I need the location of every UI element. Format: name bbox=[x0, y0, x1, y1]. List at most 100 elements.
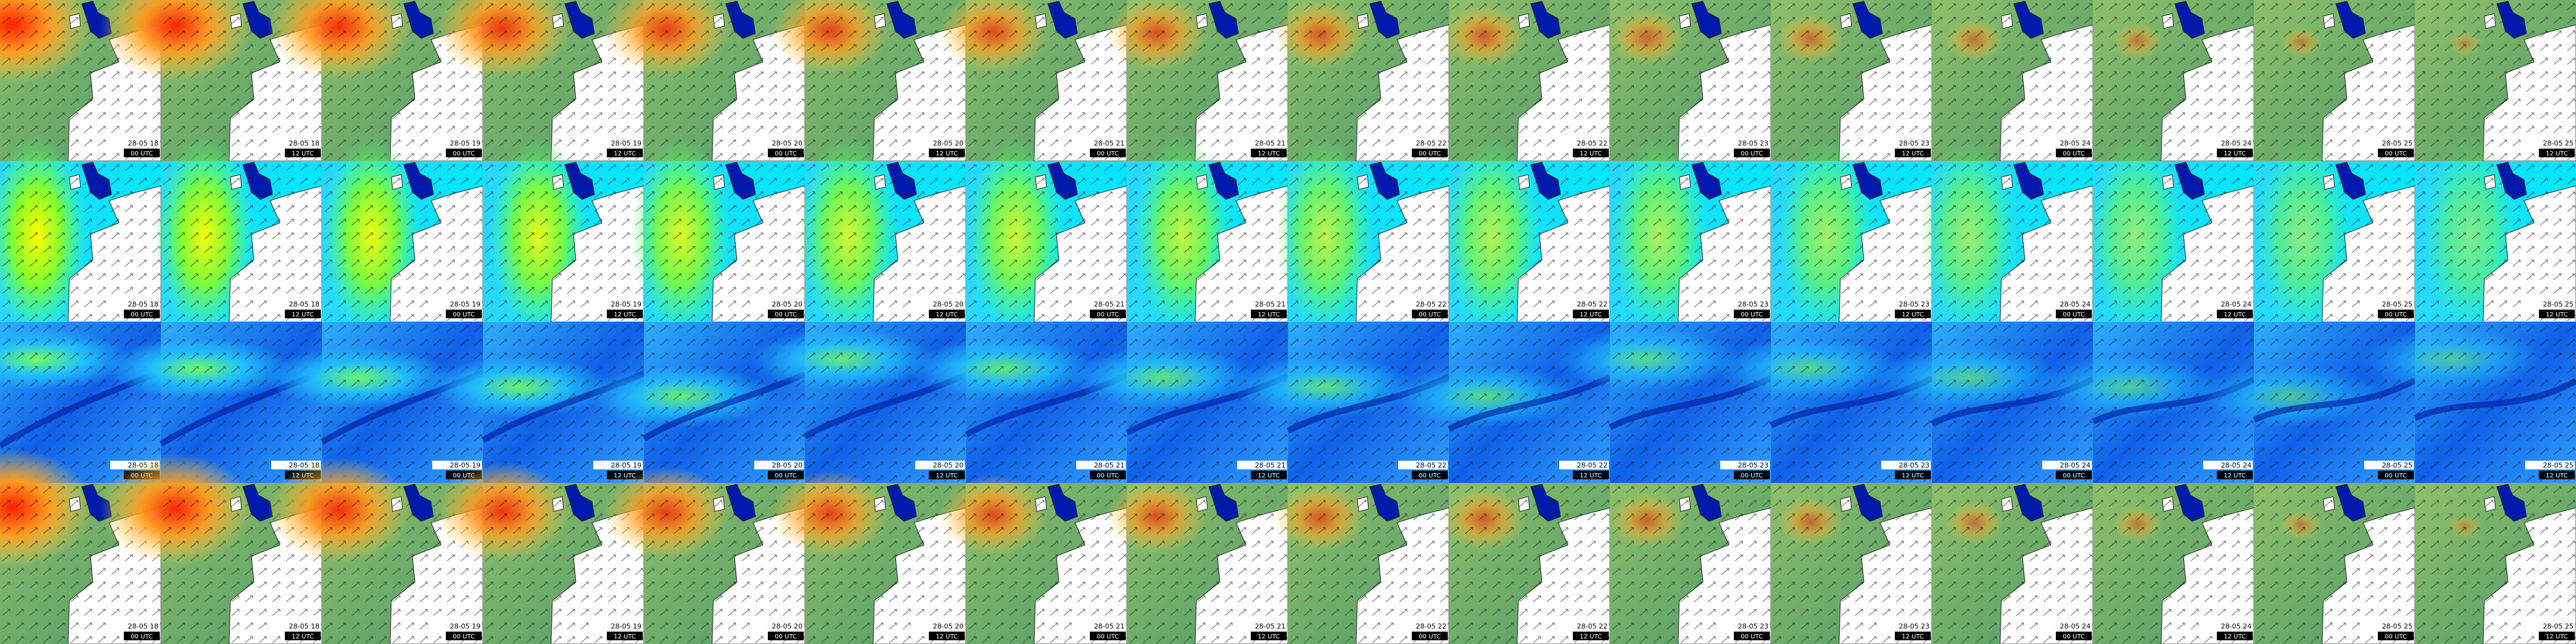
map-tile: 28-05 24 00 UTC bbox=[1932, 483, 2094, 644]
time-label: 12 UTC bbox=[1580, 633, 1602, 640]
wind-arrows bbox=[1932, 483, 2093, 644]
map-tile: 28-05 23 00 UTC bbox=[1610, 136, 1772, 334]
time-label: 00 UTC bbox=[2063, 633, 2085, 640]
date-label-bg bbox=[2203, 300, 2253, 308]
map-tile: 28-05 22 12 UTC bbox=[1443, 136, 1611, 334]
date-label: 28-05 23 bbox=[1899, 461, 1930, 469]
date-label: 28-05 19 bbox=[450, 622, 481, 630]
time-label-bg bbox=[2217, 471, 2253, 479]
map-tile: 28-05 23 12 UTC bbox=[1771, 483, 1933, 644]
date-label-bg bbox=[754, 139, 804, 147]
date-label-bg bbox=[2364, 139, 2414, 147]
wind-arrows bbox=[2254, 483, 2415, 644]
date-label: 28-05 20 bbox=[933, 461, 964, 469]
date-label: 28-05 19 bbox=[611, 461, 642, 469]
time-label: 00 UTC bbox=[2385, 311, 2407, 318]
time-label: 00 UTC bbox=[2385, 472, 2407, 479]
date-label: 28-05 24 bbox=[2221, 139, 2252, 147]
time-label-bg bbox=[1412, 632, 1448, 640]
map-tile: 28-05 18 00 UTC bbox=[0, 449, 162, 644]
time-label: 12 UTC bbox=[1580, 311, 1602, 318]
map-tile: 28-05 24 00 UTC bbox=[1932, 0, 2094, 162]
date-label-bg bbox=[1237, 139, 1287, 147]
wind-arrows bbox=[2254, 0, 2415, 161]
date-label-bg bbox=[2525, 622, 2575, 630]
date-label: 28-05 20 bbox=[772, 622, 803, 630]
map-tile: 28-05 18 12 UTC bbox=[155, 136, 323, 334]
date-label: 28-05 25 bbox=[2382, 461, 2413, 469]
date-label-bg bbox=[1559, 139, 1609, 147]
time-label: 12 UTC bbox=[2224, 150, 2246, 157]
date-label: 28-05 20 bbox=[933, 622, 964, 630]
date-label-bg bbox=[2203, 461, 2253, 469]
time-label-bg bbox=[1251, 632, 1287, 640]
time-label-bg bbox=[1895, 149, 1931, 157]
date-label: 28-05 25 bbox=[2382, 139, 2413, 147]
map-tile: 28-05 21 12 UTC bbox=[1106, 479, 1289, 644]
time-label: 12 UTC bbox=[292, 633, 314, 640]
date-label: 28-05 24 bbox=[2060, 139, 2091, 147]
wind-arrows bbox=[2093, 483, 2254, 644]
time-label: 12 UTC bbox=[2546, 472, 2568, 479]
time-label-bg bbox=[1573, 310, 1609, 318]
map-tile: 28-05 19 00 UTC bbox=[267, 458, 484, 644]
map-tile: 28-05 20 00 UTC bbox=[632, 136, 806, 334]
time-label: 00 UTC bbox=[775, 633, 797, 640]
time-label: 00 UTC bbox=[1097, 311, 1119, 318]
date-label-bg bbox=[1076, 300, 1126, 308]
time-label-bg bbox=[929, 149, 965, 157]
map-tile: 28-05 20 12 UTC bbox=[799, 136, 967, 334]
time-label: 12 UTC bbox=[936, 150, 958, 157]
date-label: 28-05 19 bbox=[450, 139, 481, 147]
time-label: 00 UTC bbox=[1741, 472, 1763, 479]
date-label: 28-05 22 bbox=[1416, 461, 1447, 469]
date-label-bg bbox=[2203, 622, 2253, 630]
map-tile: 28-05 22 12 UTC bbox=[1441, 0, 1611, 162]
date-label: 28-05 21 bbox=[1255, 622, 1286, 630]
time-label-bg bbox=[285, 310, 321, 318]
time-label-bg bbox=[446, 310, 482, 318]
date-label: 28-05 20 bbox=[933, 300, 964, 308]
date-label-bg bbox=[754, 300, 804, 308]
date-label-bg bbox=[1720, 622, 1770, 630]
time-label-bg bbox=[1573, 471, 1609, 479]
date-label: 28-05 24 bbox=[2060, 622, 2091, 630]
time-label: 12 UTC bbox=[614, 150, 636, 157]
time-label-bg bbox=[929, 310, 965, 318]
date-label-bg bbox=[2525, 461, 2575, 469]
wind-arrows bbox=[2093, 161, 2254, 322]
wind-arrows bbox=[1127, 483, 1288, 644]
date-label: 28-05 22 bbox=[1577, 300, 1608, 308]
date-label-bg bbox=[432, 622, 482, 630]
time-label: 00 UTC bbox=[775, 472, 797, 479]
time-label: 12 UTC bbox=[1902, 150, 1924, 157]
time-label: 00 UTC bbox=[2385, 633, 2407, 640]
wind-arrows bbox=[1610, 483, 1771, 644]
map-tile: 28-05 23 00 UTC bbox=[1609, 0, 1772, 162]
map-tile: 28-05 24 12 UTC bbox=[2093, 483, 2255, 644]
date-label-bg bbox=[2525, 139, 2575, 147]
time-label-bg bbox=[2539, 632, 2575, 640]
map-tile: 28-05 21 00 UTC bbox=[966, 136, 1128, 334]
date-label: 28-05 25 bbox=[2382, 300, 2413, 308]
map-tile: 28-05 24 00 UTC bbox=[1920, 136, 2094, 334]
date-label-bg bbox=[1881, 622, 1931, 630]
date-label-bg bbox=[2203, 139, 2253, 147]
map-tile: 28-05 25 12 UTC bbox=[2415, 483, 2576, 644]
time-label: 12 UTC bbox=[614, 311, 636, 318]
time-label-bg bbox=[2539, 310, 2575, 318]
time-label: 00 UTC bbox=[2385, 150, 2407, 157]
map-tile: 28-05 23 00 UTC bbox=[1554, 322, 1773, 483]
date-label-bg bbox=[1881, 300, 1931, 308]
date-label: 28-05 20 bbox=[772, 300, 803, 308]
date-label: 28-05 20 bbox=[772, 139, 803, 147]
map-tile: 28-05 22 00 UTC bbox=[1276, 136, 1450, 334]
date-label-bg bbox=[1398, 622, 1448, 630]
time-label-bg bbox=[1895, 632, 1931, 640]
date-label-bg bbox=[110, 622, 160, 630]
date-label-bg bbox=[1559, 461, 1609, 469]
wind-arrows bbox=[2254, 161, 2415, 322]
map-tile: 28-05 23 00 UTC bbox=[1609, 483, 1772, 644]
wind-arrows bbox=[322, 161, 483, 322]
